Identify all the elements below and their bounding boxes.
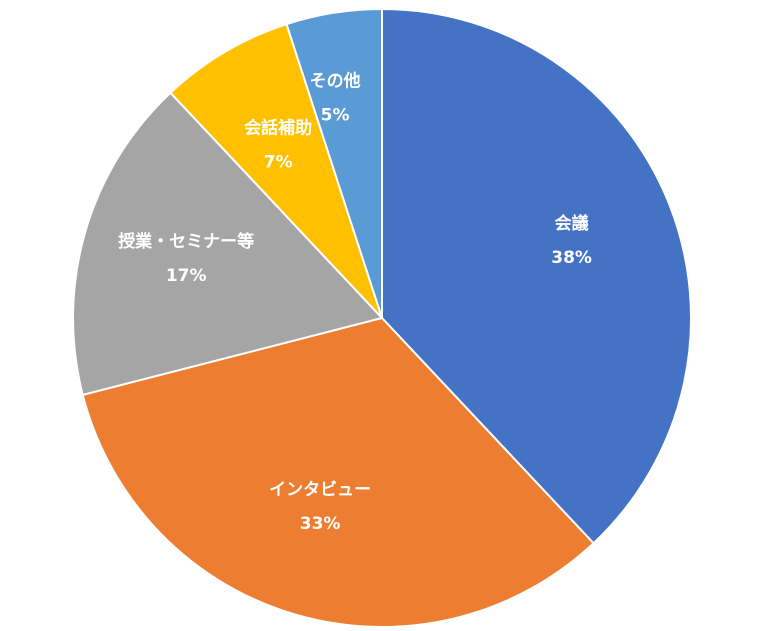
slice-percentage-label: 38% bbox=[551, 248, 592, 268]
slice-category-label: その他 bbox=[310, 71, 361, 92]
slice-percentage-label: 33% bbox=[300, 514, 341, 534]
slice-percentage-label: 5% bbox=[321, 106, 350, 126]
pie-slices bbox=[72, 7, 692, 629]
slice-category-label: インタビュー bbox=[269, 480, 371, 500]
pie-slice-1 bbox=[81, 316, 595, 629]
pie-slice-4 bbox=[285, 7, 383, 319]
pie-labels: 会議 38% インタビュー 33% 授業・セミナー等 17% 会話補助 7% その他 5% bbox=[118, 71, 592, 534]
pie-slice-2 bbox=[72, 91, 384, 397]
pie-slice-0 bbox=[381, 7, 692, 545]
slice-percentage-label: 7% bbox=[264, 153, 293, 173]
slice-category-label: 会議 bbox=[555, 213, 589, 234]
slice-category-label: 会話補助 bbox=[244, 118, 312, 139]
pie-slice-3 bbox=[169, 22, 383, 319]
slice-percentage-label: 17% bbox=[166, 266, 207, 286]
slice-category-label: 授業・セミナー等 bbox=[118, 231, 254, 252]
